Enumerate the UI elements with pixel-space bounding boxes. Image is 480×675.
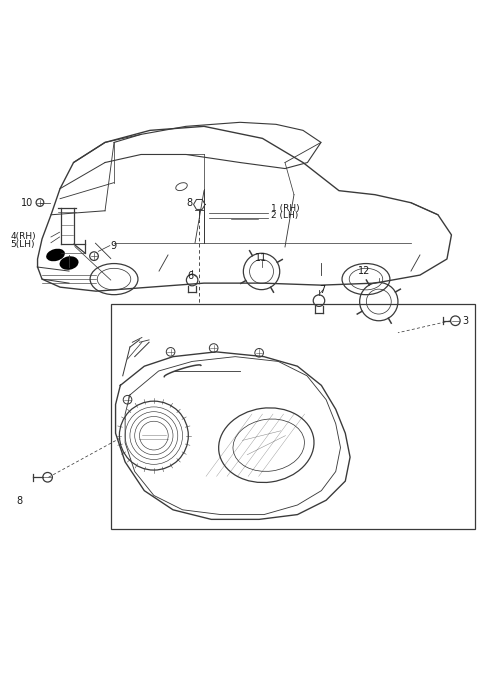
Text: 3: 3 — [463, 316, 468, 326]
Text: 11: 11 — [255, 253, 268, 263]
Text: 4(RH): 4(RH) — [10, 232, 36, 242]
Text: 1 (RH): 1 (RH) — [271, 204, 300, 213]
Text: 9: 9 — [111, 240, 117, 250]
Bar — [111, 304, 475, 529]
Text: 8: 8 — [17, 496, 23, 506]
Text: 8: 8 — [186, 198, 192, 209]
Text: 10: 10 — [21, 198, 33, 209]
Ellipse shape — [46, 248, 65, 261]
Text: 7: 7 — [319, 285, 325, 295]
Text: 12: 12 — [358, 266, 371, 276]
Text: 2 (LH): 2 (LH) — [271, 211, 299, 220]
Ellipse shape — [60, 256, 79, 270]
Text: 5(LH): 5(LH) — [10, 240, 35, 248]
Text: 6: 6 — [187, 271, 193, 281]
